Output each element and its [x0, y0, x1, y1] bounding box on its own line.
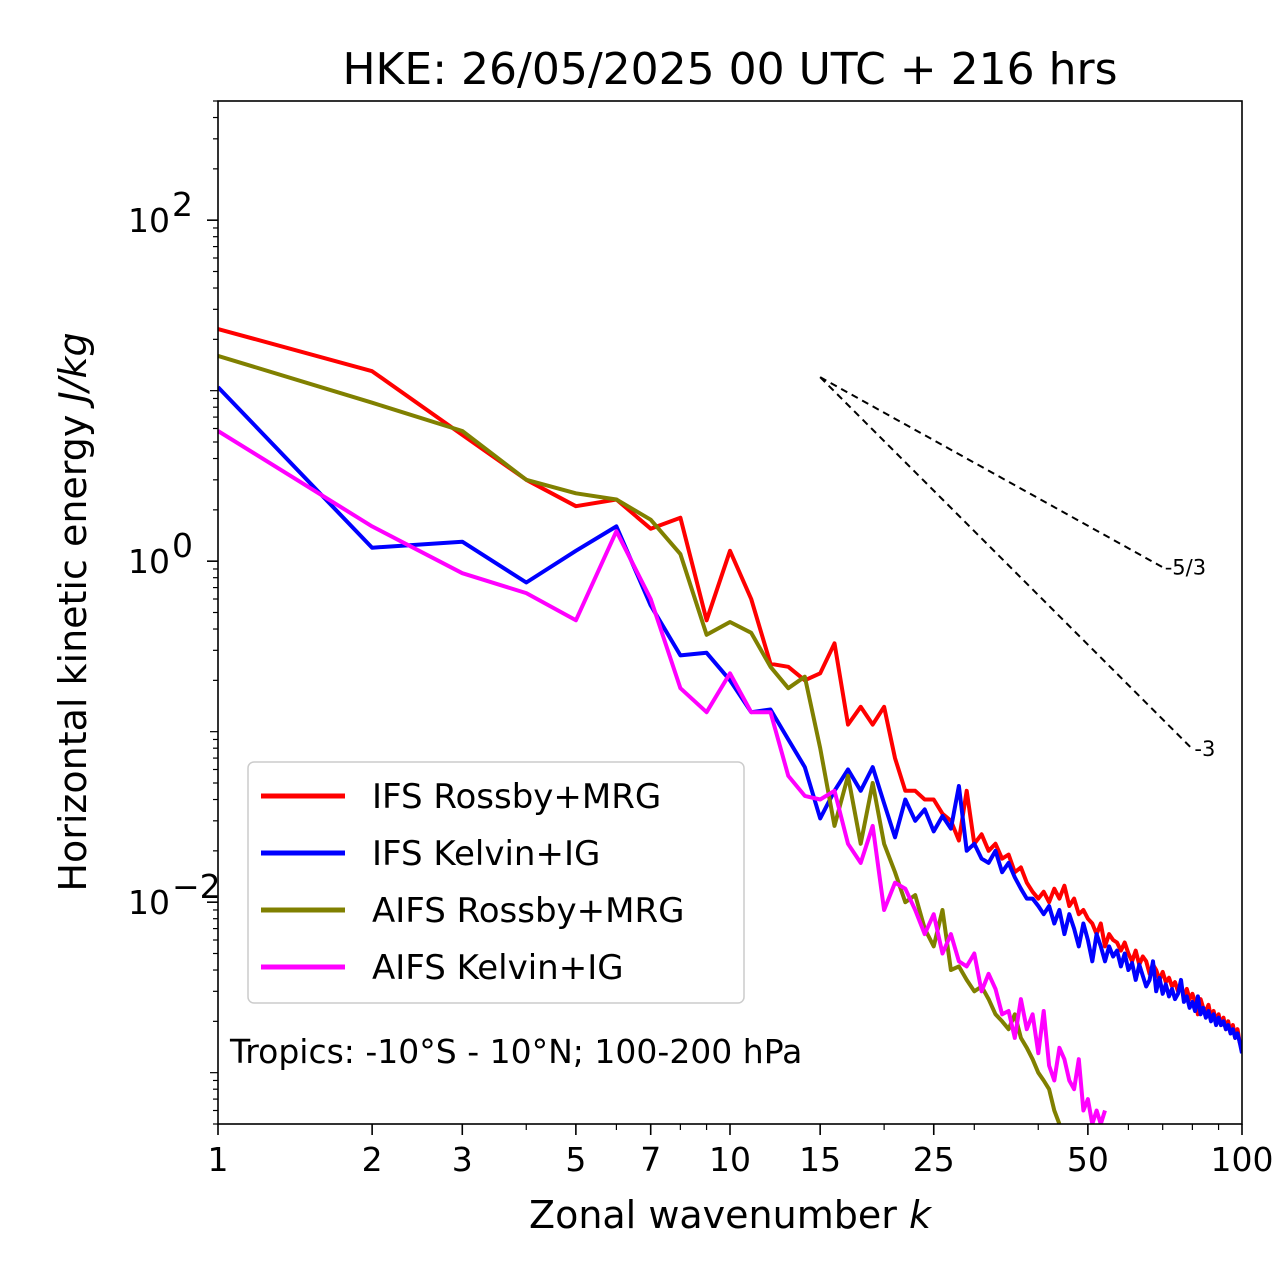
x-axis-label-var: k — [909, 1193, 933, 1237]
series-line-2 — [218, 385, 1242, 1054]
y-axis-label: Horizontal kinetic energy J/kg — [51, 332, 95, 891]
reference-lines: -5/3 -3 — [819, 376, 1215, 761]
reference-line-label-1: -5/3 — [1165, 555, 1206, 579]
x-tick-label: 25 — [913, 1140, 955, 1179]
y-tick-label: 10 — [128, 883, 170, 922]
series-line-1 — [218, 327, 1242, 1049]
x-tick-label: 15 — [799, 1140, 841, 1179]
x-tick-label: 3 — [452, 1140, 473, 1179]
legend-label-2: IFS Kelvin+IG — [372, 834, 600, 874]
series-line-4 — [218, 429, 1107, 1124]
series-group — [218, 327, 1242, 1124]
y-tick-label: 10 — [128, 201, 170, 240]
x-tick-label: 50 — [1067, 1140, 1109, 1179]
y-tick-exponent: 0 — [172, 526, 193, 565]
legend-box — [247, 761, 745, 1004]
y-axis-label-unit: J/kg — [51, 332, 95, 409]
reference-line-2 — [819, 376, 1194, 750]
x-tick-label: 1 — [208, 1140, 229, 1179]
legend-items: IFS Rossby+MRG IFS Kelvin+IG AIFS Rossby+M… — [261, 777, 684, 988]
x-axis-label: Zonal wavenumber k — [529, 1193, 933, 1237]
x-tick-label: 5 — [565, 1140, 586, 1179]
reference-line-label-2: -3 — [1194, 737, 1215, 761]
legend-label-1: IFS Rossby+MRG — [372, 777, 661, 817]
legend-label-3: AIFS Rossby+MRG — [372, 891, 684, 931]
x-tick-label: 7 — [640, 1140, 661, 1179]
reference-line-1 — [819, 376, 1164, 569]
y-axis-label-text: Horizontal kinetic energy — [51, 415, 95, 892]
chart-title: HKE: 26/05/2025 00 UTC + 216 hrs — [342, 44, 1117, 95]
x-axis-ticks: 1 2 3 5 7 10 15 25 50 100 — [208, 1124, 1274, 1179]
x-tick-label: 100 — [1211, 1140, 1274, 1179]
y-tick-label: 10 — [128, 542, 170, 581]
region-annotation: Tropics: -10°S - 10°N; 100-200 hPa — [229, 1032, 802, 1071]
y-tick-exponent: −2 — [172, 867, 221, 906]
legend: IFS Rossby+MRG IFS Kelvin+IG AIFS Rossby+M… — [247, 761, 745, 1004]
x-tick-label: 2 — [362, 1140, 383, 1179]
y-tick-exponent: 2 — [172, 185, 193, 224]
legend-label-4: AIFS Kelvin+IG — [372, 948, 624, 988]
x-axis-label-text: Zonal wavenumber — [529, 1193, 897, 1237]
x-tick-label: 10 — [709, 1140, 751, 1179]
